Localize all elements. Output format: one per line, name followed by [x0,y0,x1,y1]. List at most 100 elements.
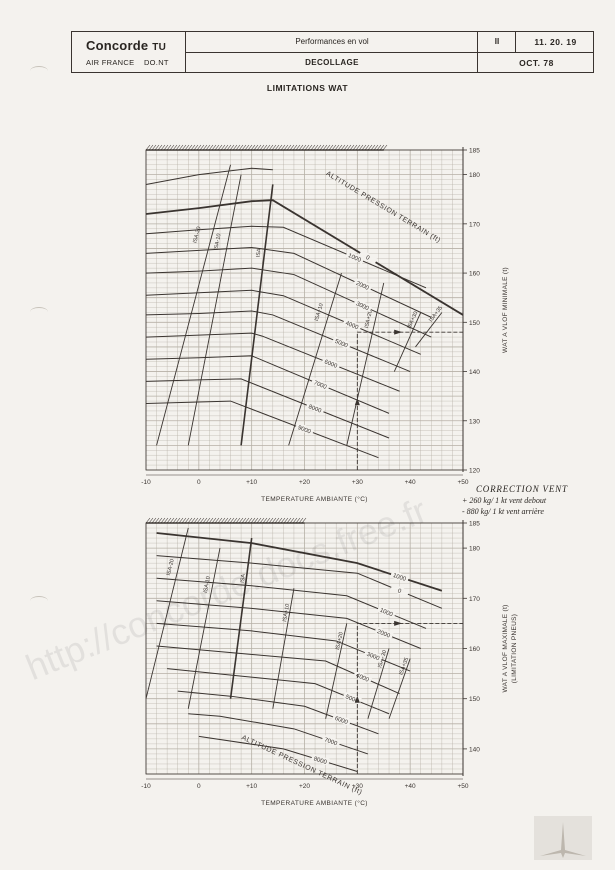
correction-line-tailwind: - 880 kg/ 1 kt vent arrière [462,507,544,516]
hatch-stroke [190,517,196,524]
x-tick-label: +30 [352,783,363,790]
hatch-stroke [256,517,262,524]
hatch-stroke [328,144,334,151]
correction-line-headwind: + 260 kg/ 1 kt vent debout [462,496,547,505]
hatch-stroke [286,144,292,151]
hatch-stroke [187,144,193,151]
isa-line-label: ISA+10 [282,603,291,622]
hatch-stroke [358,144,364,151]
hatch-stroke [181,517,187,524]
hatch-stroke [334,144,340,151]
altitude-label-bg [321,734,341,748]
altitude-line [198,735,358,772]
hatch-stroke [277,144,283,151]
altitude-line-label: 3000 [355,301,370,312]
hatch-stroke [241,144,247,151]
hatch-stroke [310,144,316,151]
hatch-stroke [367,144,373,151]
hatch-stroke [202,144,208,151]
altitude-line [145,246,432,318]
hatch-stroke [304,144,310,151]
altitude-line-label: 6000 [323,359,338,370]
isa-line [346,282,385,446]
hatch-stroke [190,144,196,151]
hatch-band [145,144,388,151]
isa-line [388,658,411,719]
punch-hole [30,66,48,76]
altitude-line-label: 6000 [334,716,349,727]
altitude-line-label: 5000 [334,339,349,350]
hatch-stroke [283,144,289,151]
hatch-stroke [157,144,163,151]
hatch-stroke [331,144,337,151]
concorde-logo [534,816,592,860]
hatch-stroke [247,517,253,524]
altitude-label-bg [353,670,373,684]
hatch-stroke [298,517,304,524]
hatch-stroke [148,144,154,151]
hatch-stroke [349,144,355,151]
y-tick-label: 140 [469,369,480,376]
hatch-stroke [208,517,214,524]
brand-title: Concorde TU [86,38,167,53]
hatch-stroke [235,144,241,151]
hatch-stroke [196,517,202,524]
hatch-stroke [178,144,184,151]
hatch-stroke [172,517,178,524]
hatch-stroke [223,517,229,524]
hatch-stroke [271,144,277,151]
hatch-stroke [226,517,232,524]
x-tick-label: +40 [405,783,416,790]
altitude-label-bg [305,401,325,415]
y-tick-label: 180 [469,172,480,179]
hatch-stroke [382,144,388,151]
hatch-stroke [250,144,256,151]
hatch-stroke [211,517,217,524]
hatch-stroke [202,517,208,524]
x-tick-label: -10 [141,783,151,790]
altitude-label-bg [342,317,362,332]
hatch-stroke [274,144,280,151]
airline-label: AIR FRANCE DO.NT [86,58,169,67]
altitude-title: ALTITUDE PRESSION TERRAIN (ft) [325,170,442,244]
altitude-line [145,267,432,338]
hatch-stroke [265,517,271,524]
hatch-stroke [223,144,229,151]
hatch-stroke [253,144,259,151]
x-tick-label: +20 [299,783,310,790]
hatch-stroke [238,517,244,524]
hatch-stroke [151,144,157,151]
hatch-stroke [187,517,193,524]
isa-line-label: ISA [256,248,263,258]
altitude-label-bg [310,753,331,766]
hatch-stroke [286,517,292,524]
revision-date: OCT. 78 [519,58,554,68]
hatch-stroke [175,517,181,524]
altitude-line-label: 1000 [347,253,362,264]
hatch-stroke [379,144,385,151]
wind-correction: CORRECTION VENT + 260 kg/ 1 kt vent debo… [462,484,568,517]
hatch-stroke [145,144,151,151]
hatch-stroke [268,144,274,151]
hatch-stroke [256,144,262,151]
hatch-stroke [346,144,352,151]
altitude-line [145,167,273,185]
y-tick-label: 170 [469,221,480,228]
y-tick-label: 185 [469,148,480,155]
hatch-stroke [193,517,199,524]
example-arrow-up [354,398,360,406]
isa-line-label: ISA-10 [213,233,222,251]
isa-line [240,184,274,446]
hatch-stroke [292,144,298,151]
isa-line-label: ISA-20 [166,559,176,577]
altitude-label-bg [353,277,373,292]
hatch-stroke [184,517,190,524]
altitude-label-bg [332,336,352,350]
x-tick-label: +50 [457,783,468,790]
x-tick-label: +20 [299,479,310,486]
altitude-line-label: 4000 [344,321,359,332]
hatch-stroke [160,517,166,524]
hatch-stroke [316,144,322,151]
altitude-line-label: 1000 [379,608,394,619]
hatch-stroke [259,517,265,524]
